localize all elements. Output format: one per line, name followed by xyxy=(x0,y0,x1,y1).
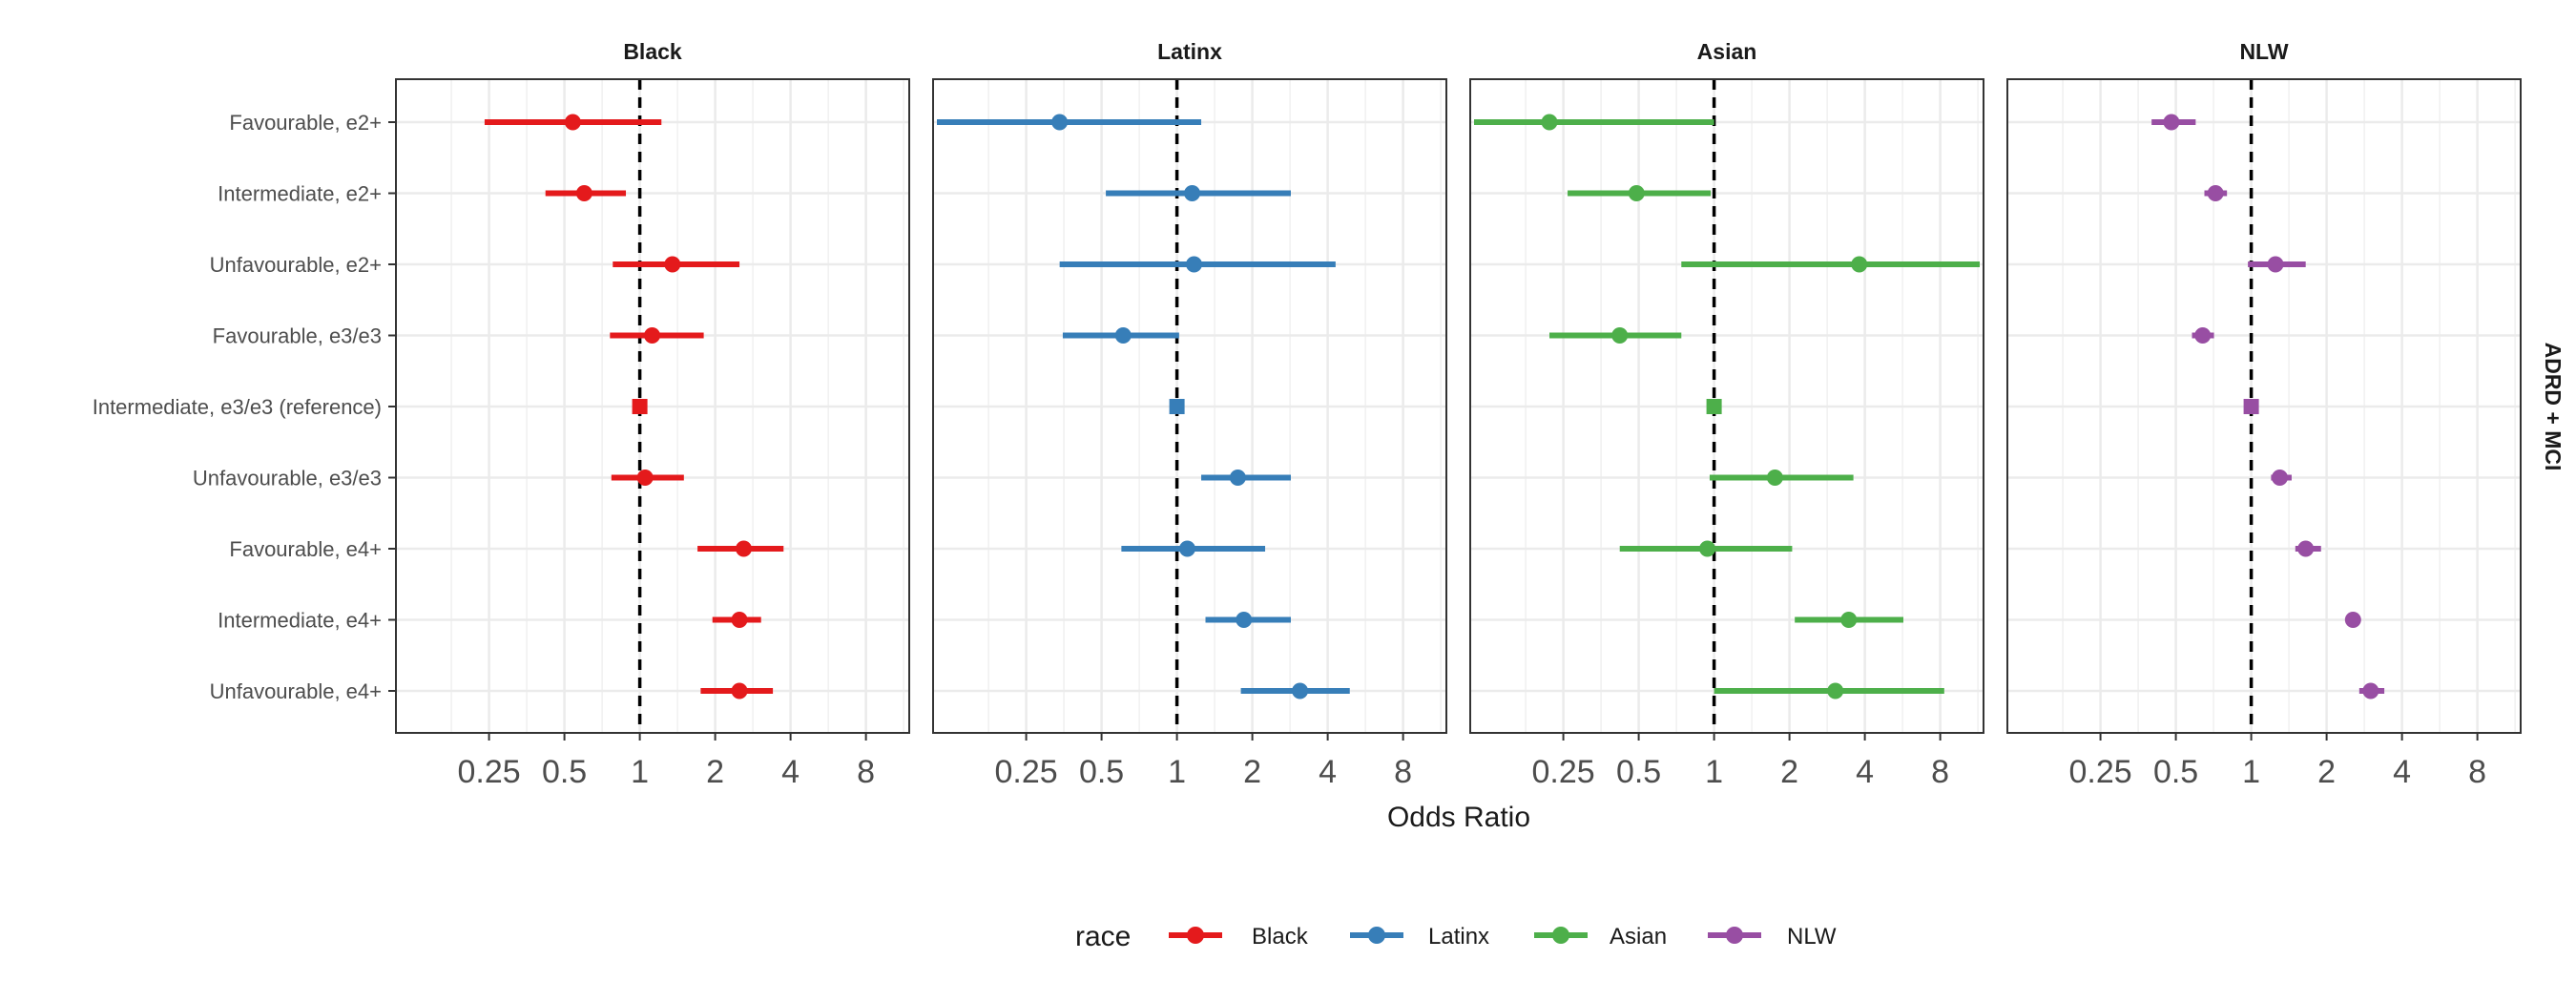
point-asian-unfavourable-e4 xyxy=(1827,682,1844,699)
legend-key-point-latinx xyxy=(1368,927,1385,944)
point-latinx-favourable-e4 xyxy=(1178,540,1195,557)
legend-key-point-asian xyxy=(1552,927,1569,944)
x-tick-label: 4 xyxy=(2393,754,2411,790)
x-tick-label: 0.25 xyxy=(457,754,520,790)
point-black-unfavourable-e4 xyxy=(731,682,748,699)
facet-title-black: Black xyxy=(623,39,682,64)
point-asian-favourable-e3-e3 xyxy=(1611,327,1629,344)
facet-title-nlw: NLW xyxy=(2239,39,2288,64)
category-label-unfavourable-e3-e3: Unfavourable, e3/e3 xyxy=(193,467,382,491)
x-tick-label: 8 xyxy=(2468,754,2486,790)
panel-border-asian xyxy=(1469,78,1984,734)
point-latinx-unfavourable-e2 xyxy=(1185,256,1202,273)
x-tick-label: 2 xyxy=(1243,754,1261,790)
point-asian-intermediate-e4 xyxy=(1840,612,1858,628)
x-tick-label: 0.5 xyxy=(2153,754,2198,790)
x-tick-label: 2 xyxy=(2317,754,2336,790)
x-tick-label: 4 xyxy=(1319,754,1337,790)
x-tick-label: 2 xyxy=(1780,754,1798,790)
legend-title: race xyxy=(1075,921,1131,952)
legend-label-nlw: NLW xyxy=(1787,924,1837,950)
point-nlw-unfavourable-e4 xyxy=(2362,682,2379,699)
x-tick-label: 1 xyxy=(2242,754,2260,790)
x-tick-label: 0.5 xyxy=(542,754,587,790)
strip-label: ADRD + MCI xyxy=(2541,343,2566,471)
point-black-unfavourable-e3-e3 xyxy=(636,470,654,486)
point-black-favourable-e2 xyxy=(564,114,581,131)
point-latinx-unfavourable-e3-e3 xyxy=(1229,470,1246,486)
point-nlw-favourable-e4 xyxy=(2297,540,2315,557)
category-label-favourable-e2: Favourable, e2+ xyxy=(229,111,382,135)
reference-point-latinx-intermediate-e3-e3-reference xyxy=(1169,399,1185,414)
x-tick-label: 1 xyxy=(1705,754,1723,790)
reference-point-black-intermediate-e3-e3-reference xyxy=(632,399,648,414)
x-tick-label: 4 xyxy=(781,754,800,790)
reference-point-asian-intermediate-e3-e3-reference xyxy=(1706,399,1722,414)
panel-border-latinx xyxy=(932,78,1447,734)
x-tick-label: 0.25 xyxy=(994,754,1057,790)
x-tick-label: 0.5 xyxy=(1616,754,1661,790)
point-asian-unfavourable-e3-e3 xyxy=(1766,470,1783,486)
point-latinx-intermediate-e4 xyxy=(1236,612,1253,628)
point-black-unfavourable-e2 xyxy=(664,256,681,273)
reference-point-nlw-intermediate-e3-e3-reference xyxy=(2243,399,2259,414)
point-latinx-intermediate-e2 xyxy=(1184,185,1201,201)
facet-title-latinx: Latinx xyxy=(1157,39,1222,64)
legend-label-asian: Asian xyxy=(1610,924,1667,950)
point-black-favourable-e3-e3 xyxy=(644,327,661,344)
point-nlw-intermediate-e2 xyxy=(2207,185,2224,201)
legend-label-black: Black xyxy=(1252,924,1309,950)
category-label-unfavourable-e4: Unfavourable, e4+ xyxy=(210,679,382,703)
point-asian-favourable-e2 xyxy=(1541,114,1558,131)
point-black-favourable-e4 xyxy=(736,540,753,557)
point-nlw-intermediate-e4 xyxy=(2344,612,2361,628)
category-label-favourable-e3-e3: Favourable, e3/e3 xyxy=(213,324,382,348)
category-label-unfavourable-e2: Unfavourable, e2+ xyxy=(210,253,382,277)
point-asian-unfavourable-e2 xyxy=(1851,256,1868,273)
legend-label-latinx: Latinx xyxy=(1428,924,1489,950)
category-label-intermediate-e3-e3-reference: Intermediate, e3/e3 (reference) xyxy=(93,395,382,419)
point-latinx-unfavourable-e4 xyxy=(1292,682,1309,699)
point-nlw-unfavourable-e3-e3 xyxy=(2272,470,2289,486)
point-asian-favourable-e4 xyxy=(1699,540,1716,557)
x-tick-label: 0.5 xyxy=(1079,754,1124,790)
x-axis-title: Odds Ratio xyxy=(1387,802,1530,833)
x-tick-label: 8 xyxy=(857,754,875,790)
point-nlw-unfavourable-e2 xyxy=(2267,256,2284,273)
point-black-intermediate-e2 xyxy=(575,185,592,201)
x-tick-label: 8 xyxy=(1394,754,1412,790)
point-asian-intermediate-e2 xyxy=(1628,185,1645,201)
x-tick-label: 1 xyxy=(1168,754,1186,790)
x-tick-label: 8 xyxy=(1931,754,1949,790)
x-tick-label: 0.25 xyxy=(1531,754,1594,790)
legend-key-point-black xyxy=(1187,927,1204,944)
x-tick-label: 0.25 xyxy=(2068,754,2131,790)
point-latinx-favourable-e3-e3 xyxy=(1114,327,1132,344)
category-label-intermediate-e2: Intermediate, e2+ xyxy=(218,182,382,206)
x-tick-label: 1 xyxy=(631,754,649,790)
point-black-intermediate-e4 xyxy=(731,612,748,628)
category-label-favourable-e4: Favourable, e4+ xyxy=(229,537,382,561)
legend-key-point-nlw xyxy=(1726,927,1743,944)
point-nlw-favourable-e3-e3 xyxy=(2194,327,2212,344)
category-label-intermediate-e4: Intermediate, e4+ xyxy=(218,609,382,633)
x-tick-label: 4 xyxy=(1856,754,1874,790)
point-latinx-favourable-e2 xyxy=(1051,114,1069,131)
point-nlw-favourable-e2 xyxy=(2163,114,2180,131)
facet-title-asian: Asian xyxy=(1697,39,1757,64)
panel-border-nlw xyxy=(2006,78,2522,734)
x-tick-label: 2 xyxy=(706,754,724,790)
